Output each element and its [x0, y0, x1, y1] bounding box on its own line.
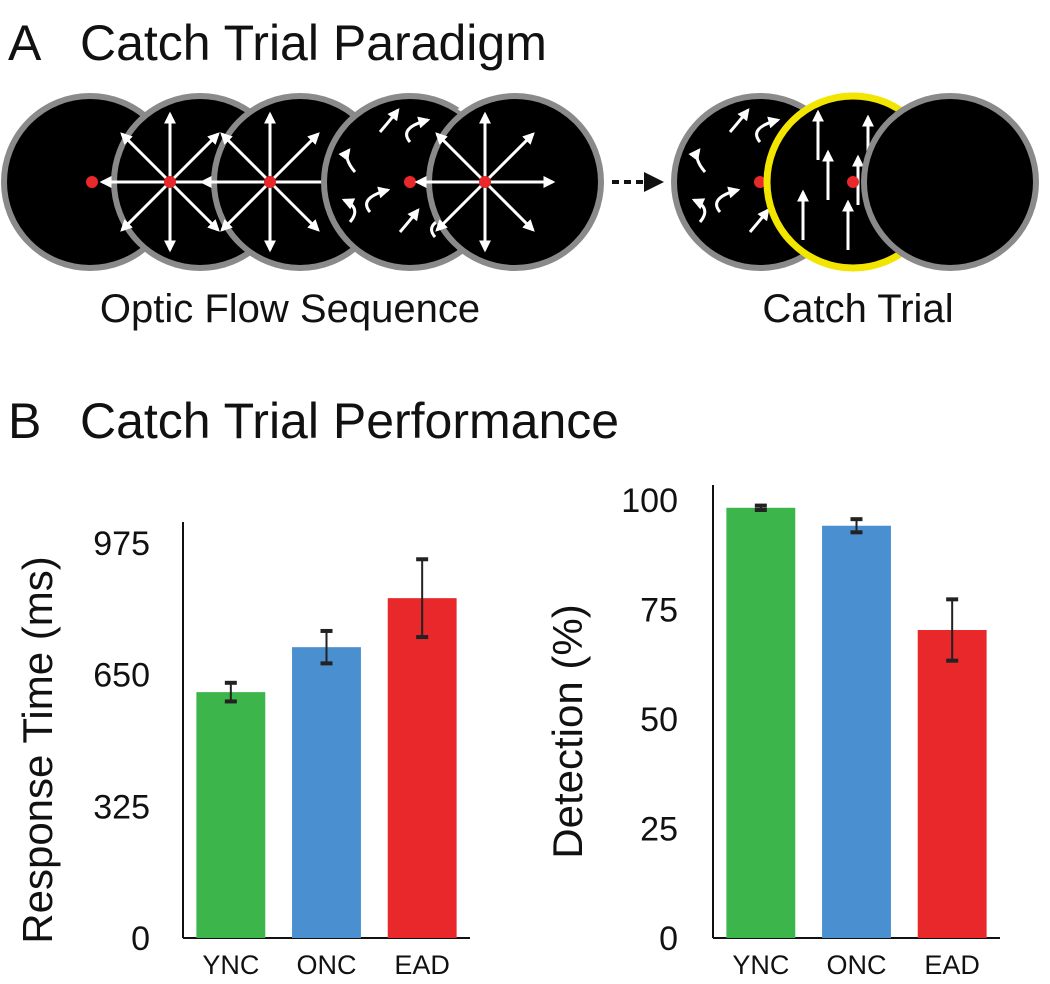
- flow-arrow: [435, 180, 487, 232]
- flow-arrow: [220, 132, 272, 184]
- error-bar: [320, 628, 333, 666]
- y-axis-label: Detection (%): [544, 604, 591, 858]
- fixation-dot: [86, 176, 98, 188]
- error-bar: [754, 503, 767, 512]
- x-tick-label: ONC: [827, 950, 887, 980]
- bar: [917, 630, 987, 938]
- y-tick-label: 975: [93, 525, 150, 563]
- flow-arrow: [728, 108, 750, 133]
- fixation-dot: [164, 176, 176, 188]
- bar: [387, 598, 457, 938]
- y-tick-label: 0: [131, 920, 150, 958]
- x-tick-label: EAD: [394, 950, 450, 980]
- flow-arrow: [120, 132, 172, 184]
- flow-arrow: [483, 180, 535, 232]
- panel-label: B: [8, 393, 41, 449]
- fixation-dot: [847, 176, 859, 188]
- flow-arrow: [220, 180, 272, 232]
- flow-arrow: [483, 132, 535, 184]
- flow-arrow: [378, 108, 400, 133]
- error-bar: [850, 517, 863, 535]
- flow-arrow: [168, 180, 220, 232]
- x-tick-label: EAD: [924, 950, 980, 980]
- flow-arrow: [338, 148, 357, 173]
- panel-title: Catch Trial Paradigm: [80, 15, 547, 71]
- fixation-dot: [754, 176, 766, 188]
- fixation-dot: [264, 176, 276, 188]
- error-bar: [946, 597, 959, 663]
- caption: Catch Trial: [762, 287, 953, 331]
- fixation-dot: [404, 176, 416, 188]
- flow-arrow: [755, 116, 781, 143]
- bar: [196, 692, 266, 938]
- y-axis-label: Response Time (ms): [14, 556, 61, 943]
- error-bar: [416, 557, 429, 640]
- bar: [822, 525, 891, 938]
- flow-arrow: [365, 186, 391, 213]
- y-tick-label: 75: [640, 591, 678, 629]
- y-tick-label: 0: [659, 920, 678, 958]
- fixation-dot: [479, 176, 491, 188]
- bar: [726, 507, 796, 938]
- x-tick-label: ONC: [297, 950, 357, 980]
- y-tick-label: 50: [640, 701, 678, 739]
- flow-arrow: [268, 180, 320, 232]
- panel-label: A: [8, 15, 42, 71]
- y-tick-label: 325: [93, 788, 150, 826]
- y-tick-label: 100: [621, 482, 678, 520]
- y-tick-label: 25: [640, 810, 678, 848]
- flow-arrow: [748, 208, 770, 233]
- flow-arrow: [120, 180, 172, 232]
- flow-arrow: [341, 198, 357, 223]
- flow-arrow: [688, 148, 707, 173]
- y-tick-label: 650: [93, 657, 150, 695]
- flow-arrow: [168, 132, 220, 184]
- flow-arrow: [435, 132, 487, 184]
- stimulus-sequence: [1, 92, 1039, 272]
- flow-arrow: [398, 208, 420, 233]
- stimulus-disc: [861, 93, 1039, 271]
- flow-arrow: [268, 132, 320, 184]
- panel-title: Catch Trial Performance: [80, 393, 619, 449]
- error-bar: [224, 680, 237, 704]
- flow-arrow: [715, 186, 741, 213]
- flow-arrow: [405, 116, 431, 143]
- x-tick-label: YNC: [202, 950, 259, 980]
- bar: [292, 647, 361, 938]
- x-tick-label: YNC: [732, 950, 789, 980]
- flow-arrow: [691, 198, 707, 223]
- caption: Optic Flow Sequence: [100, 287, 480, 331]
